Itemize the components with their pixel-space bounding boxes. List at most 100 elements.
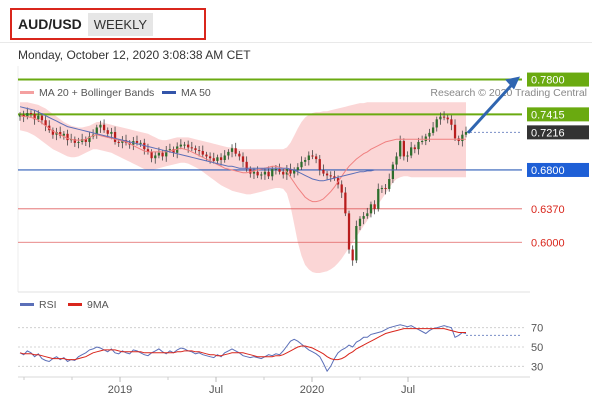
- candle-body: [146, 149, 150, 152]
- candle-body: [311, 155, 314, 157]
- level-label-0.6800: 0.6800: [531, 165, 565, 177]
- candle-body: [161, 152, 164, 157]
- candle-body: [223, 155, 226, 161]
- ma20-legend-label: MA 20 + Bollinger Bands: [39, 87, 154, 99]
- chart-timestamp: Monday, October 12, 2020 3:08:38 AM CET: [18, 48, 251, 62]
- level-label-0.7800: 0.7800: [531, 75, 565, 87]
- candle-body: [274, 169, 278, 171]
- candle-body: [187, 144, 190, 148]
- candle-body: [238, 153, 241, 157]
- candle-body: [44, 120, 47, 126]
- candle-body: [59, 131, 62, 136]
- candle-body: [420, 141, 424, 143]
- ma20-line: [19, 115, 466, 203]
- candle-body: [391, 164, 395, 179]
- level-label-0.6370: 0.6370: [531, 204, 565, 216]
- candle-body: [399, 141, 402, 157]
- candle-body: [453, 124, 457, 139]
- candle-body: [373, 204, 376, 209]
- candle-body: [172, 149, 175, 153]
- candle-body: [106, 130, 109, 134]
- candle-body: [110, 131, 113, 134]
- candle-body: [51, 130, 55, 135]
- rsi-tick-label: 30: [531, 361, 543, 373]
- bollinger-band-area: [20, 102, 466, 273]
- candlesticks: [18, 107, 468, 266]
- candle-body: [278, 169, 281, 172]
- level-labels: 0.7800 0.7415 0.7216 0.6800 0.6370 0.6000: [527, 72, 589, 249]
- rsi-ma9-line: [19, 328, 466, 361]
- x-tick-label: Jul: [401, 384, 415, 396]
- candle-body: [29, 113, 33, 115]
- candle-body: [384, 188, 387, 190]
- candle-body: [95, 127, 98, 135]
- candle-body: [150, 151, 153, 159]
- candle-body: [165, 150, 168, 157]
- ma50-legend-swatch: [162, 91, 176, 94]
- candle-body: [351, 249, 354, 261]
- candle-body: [377, 188, 380, 209]
- candle-body: [227, 151, 230, 156]
- x-tick-label: 2020: [300, 384, 324, 396]
- candle-body: [318, 159, 321, 170]
- instrument-pair: AUD/USD: [18, 16, 82, 32]
- ma20-legend-swatch: [20, 91, 34, 94]
- candle-body: [358, 218, 362, 227]
- candle-body: [369, 204, 373, 214]
- projection-arrow-shaft: [466, 82, 515, 134]
- candle-body: [154, 155, 157, 159]
- candle-body: [234, 148, 237, 154]
- candle-body: [84, 139, 87, 142]
- candle-body: [245, 161, 248, 170]
- x-axis-ticks: 2019 Jul 2020 Jul: [23, 377, 415, 396]
- timeframe-badge[interactable]: WEEKLY: [87, 12, 153, 36]
- candle-body: [300, 161, 303, 168]
- candle-body: [442, 116, 446, 118]
- candle-body: [402, 141, 405, 157]
- candle-body: [190, 147, 193, 149]
- candle-body: [304, 160, 307, 162]
- candle-body: [26, 113, 29, 117]
- level-badge-0.7216: [527, 125, 589, 140]
- candle-body: [241, 156, 245, 162]
- candle-body: [135, 141, 139, 143]
- candle-body: [201, 150, 204, 155]
- moving-averages: [19, 106, 466, 203]
- level-badge-0.6800: [527, 162, 589, 177]
- candle-body: [139, 142, 142, 144]
- candle-body: [380, 188, 384, 190]
- candle-body: [388, 179, 391, 189]
- candle-body: [113, 131, 117, 142]
- candle-body: [464, 131, 468, 135]
- candle-body: [355, 226, 358, 261]
- candle-body: [431, 127, 435, 133]
- candle-body: [413, 147, 416, 150]
- rsi-tick-label: 50: [531, 342, 543, 354]
- candle-body: [62, 133, 66, 136]
- candle-body: [260, 174, 263, 176]
- candle-body: [439, 116, 442, 120]
- candle-body: [157, 152, 161, 156]
- candle-body: [307, 155, 310, 161]
- candle-body: [435, 119, 438, 128]
- candle-body: [252, 171, 256, 174]
- candle-body: [263, 171, 267, 175]
- x-tick-label: Jul: [209, 384, 223, 396]
- level-label-0.6000: 0.6000: [531, 237, 565, 249]
- ma9-legend-swatch: [68, 303, 82, 306]
- bollinger-bands: [20, 102, 466, 273]
- candle-body: [267, 171, 270, 177]
- candle-body: [296, 167, 299, 170]
- candle-body: [362, 216, 365, 219]
- candle-body: [205, 154, 208, 157]
- ma9-legend-label: 9MA: [87, 299, 109, 311]
- candle-body: [208, 156, 212, 159]
- candle-body: [216, 157, 219, 161]
- candle-body: [197, 150, 201, 152]
- candle-body: [73, 139, 76, 143]
- candle-body: [168, 149, 172, 151]
- candle-body: [219, 157, 223, 161]
- candle-body: [314, 156, 318, 160]
- candle-body: [446, 117, 449, 120]
